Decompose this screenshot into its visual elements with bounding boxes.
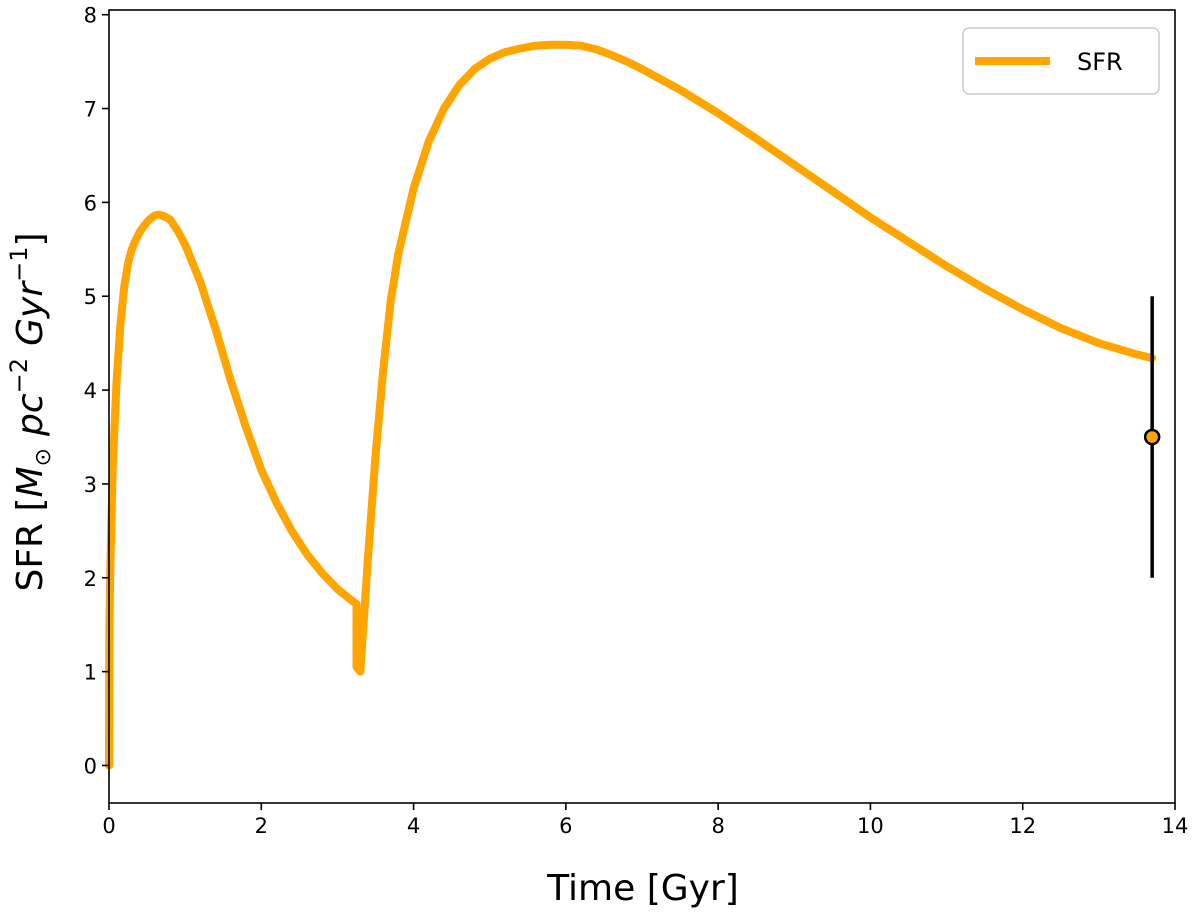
x-tick-label: 8 bbox=[711, 814, 724, 838]
y-tick-label: 5 bbox=[84, 285, 97, 309]
x-tick-label: 10 bbox=[857, 814, 884, 838]
y-tick-label: 7 bbox=[84, 98, 97, 122]
y-tick-label: 1 bbox=[84, 661, 97, 685]
x-axis-label: Time [Gyr] bbox=[546, 868, 739, 909]
x-tick-label: 2 bbox=[255, 814, 268, 838]
x-tick-label: 4 bbox=[407, 814, 420, 838]
x-axis-ticks: 0 2 4 6 8 10 12 14 bbox=[102, 803, 1188, 838]
y-axis-label: SFR [M⊙pc−2Gyr−1] bbox=[5, 232, 56, 591]
observation-point bbox=[1143, 428, 1161, 446]
y-tick-label: 3 bbox=[84, 473, 97, 497]
y-tick-label: 6 bbox=[84, 191, 97, 215]
plot-area bbox=[105, 9, 1176, 804]
legend: SFR bbox=[962, 27, 1160, 95]
x-tick-label: 0 bbox=[102, 814, 115, 838]
series-line-0 bbox=[105, 40, 1157, 770]
x-tick-label: 6 bbox=[559, 814, 572, 838]
x-tick-label: 12 bbox=[1009, 814, 1036, 838]
legend-frame bbox=[962, 27, 1160, 95]
legend-label-sfr: SFR bbox=[1077, 48, 1123, 76]
axes-frame bbox=[108, 9, 1176, 804]
y-axis-ticks: 0 1 2 3 4 5 6 7 8 bbox=[84, 4, 109, 778]
y-tick-label: 0 bbox=[84, 754, 97, 778]
y-tick-label: 2 bbox=[84, 567, 97, 591]
y-tick-label: 4 bbox=[84, 379, 97, 403]
y-tick-label: 8 bbox=[84, 4, 97, 28]
x-tick-label: 14 bbox=[1162, 814, 1189, 838]
